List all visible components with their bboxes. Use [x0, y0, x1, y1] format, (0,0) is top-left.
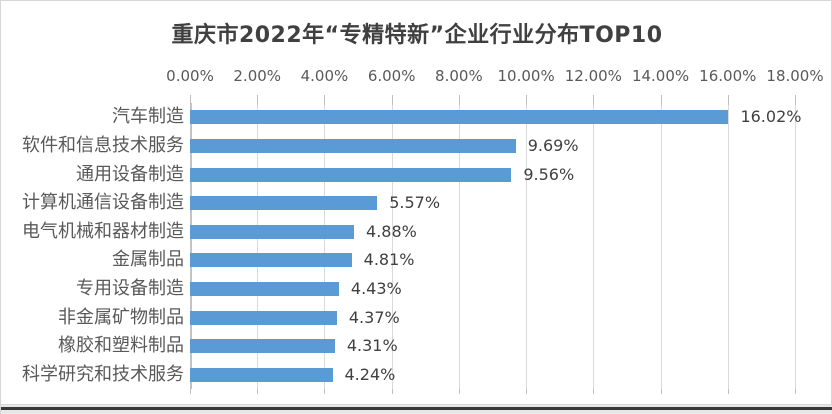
- value-label: 4.31%: [346, 336, 398, 356]
- value-label: 5.57%: [389, 193, 441, 213]
- axis-tick-mark: [526, 389, 528, 394]
- category-label: 计算机通信设备制造: [22, 192, 184, 214]
- x-axis-tick-label: 18.00%: [766, 67, 824, 85]
- gridline: [660, 103, 662, 389]
- axis-tick-mark: [324, 389, 326, 394]
- x-axis-tick-label: 0.00%: [166, 67, 214, 85]
- axis-tick-mark: [660, 95, 662, 105]
- gridline: [727, 103, 729, 389]
- value-label: 4.43%: [350, 278, 402, 298]
- x-axis-tick-label: 6.00%: [367, 67, 416, 85]
- category-label: 金属制品: [112, 249, 184, 271]
- value-label: 9.69%: [527, 135, 579, 155]
- x-axis-tick-label: 4.00%: [300, 67, 349, 85]
- x-axis-tick-label: 2.00%: [233, 67, 282, 85]
- axis-tick-mark: [660, 389, 662, 394]
- gridline: [324, 103, 326, 389]
- value-label: 4.88%: [366, 221, 417, 241]
- category-label: 科学研究和技术服务: [22, 363, 184, 385]
- value-axis-line: [190, 103, 192, 389]
- axis-tick-mark: [391, 389, 393, 394]
- gridline: [391, 103, 393, 389]
- value-label: 4.24%: [344, 364, 396, 384]
- x-axis-tick-label: 12.00%: [564, 67, 622, 85]
- category-label: 非金属矿物制品: [58, 306, 184, 328]
- category-label: 汽车制造: [112, 106, 184, 128]
- category-label: 软件和信息技术服务: [22, 134, 184, 156]
- axis-tick-mark: [458, 389, 460, 394]
- bar: [190, 310, 337, 325]
- bar: [190, 281, 339, 296]
- category-label: 橡胶和塑料制品: [58, 335, 184, 357]
- bar: [190, 367, 333, 382]
- x-axis-tick-label: 8.00%: [435, 67, 483, 85]
- gridline: [458, 103, 460, 389]
- value-label: 9.56%: [523, 164, 575, 184]
- x-axis-tick-label: 16.00%: [699, 67, 757, 85]
- gridline: [257, 103, 259, 389]
- axis-tick-mark: [526, 95, 528, 105]
- bar: [190, 167, 512, 182]
- axis-tick-mark: [795, 95, 796, 105]
- axis-tick-mark: [257, 95, 259, 105]
- bar: [190, 253, 352, 268]
- axis-tick-mark: [257, 389, 259, 394]
- axis-tick-mark: [324, 95, 326, 105]
- bar: [190, 339, 335, 354]
- x-axis-tick-label: 10.00%: [497, 67, 555, 85]
- axis-tick-mark: [593, 95, 595, 105]
- category-label: 通用设备制造: [76, 163, 184, 185]
- chart-title: 重庆市2022年“专精特新”企业行业分布TOP10: [171, 23, 663, 48]
- axis-tick-mark: [391, 95, 393, 105]
- axis-tick-mark: [727, 389, 729, 394]
- axis-tick-mark: [190, 95, 191, 105]
- gridline: [593, 103, 595, 389]
- bar: [190, 224, 355, 239]
- bar: [190, 138, 516, 153]
- axis-tick-mark: [795, 389, 796, 394]
- value-label: 4.37%: [348, 307, 400, 327]
- x-axis-tick-label: 14.00%: [631, 67, 690, 85]
- category-label: 电气机械和器材制造: [22, 220, 184, 242]
- value-label: 4.81%: [363, 250, 415, 270]
- category-label: 专用设备制造: [76, 277, 184, 299]
- axis-tick-mark: [593, 389, 595, 394]
- gridline: [526, 103, 528, 389]
- value-label: 16.02%: [740, 107, 802, 127]
- axis-tick-mark: [458, 95, 460, 105]
- axis-tick-mark: [190, 389, 191, 394]
- axis-tick-mark: [727, 95, 729, 105]
- bar: [190, 196, 378, 211]
- window-bottom-edge: [1, 407, 832, 410]
- bar: [190, 110, 729, 125]
- gridline: [795, 103, 796, 389]
